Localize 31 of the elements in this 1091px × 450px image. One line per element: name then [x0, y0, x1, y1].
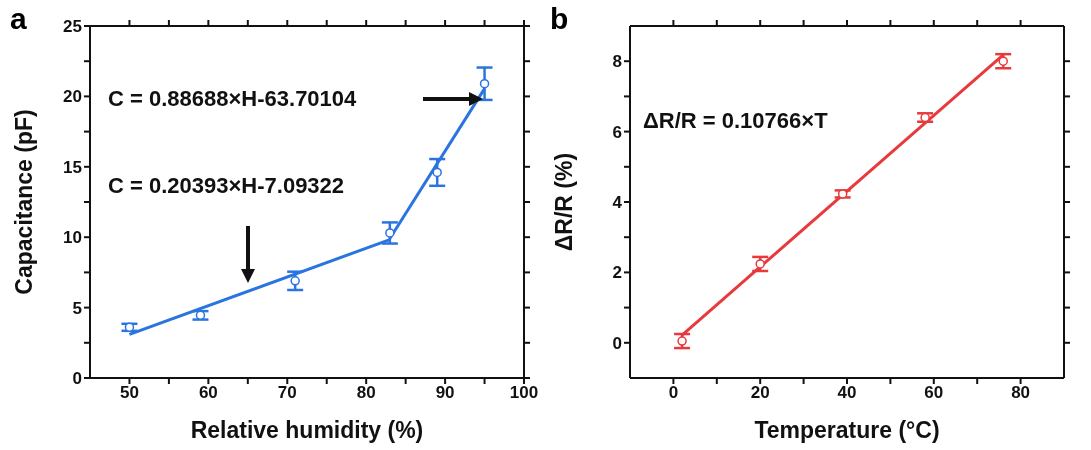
y-tick-label: 6 [612, 122, 622, 142]
y-axis-title: ΔR/R (%) [551, 152, 578, 252]
x-tick-label: 50 [119, 383, 139, 403]
chart-title: b [550, 2, 569, 36]
y-tick-label: 5 [72, 298, 82, 318]
x-tick-label: 60 [924, 383, 944, 403]
y-tick-label: 25 [63, 17, 82, 37]
y-tick-label: 0 [612, 333, 622, 353]
y-tick-label: 15 [63, 157, 82, 177]
x-tick-label: 60 [198, 383, 218, 403]
x-axis-title: Temperature (°C) [754, 417, 940, 443]
x-tick-label: 0 [668, 383, 679, 403]
x-tick-label: 100 [509, 383, 539, 403]
y-tick-label: 8 [612, 52, 622, 72]
annotation: ΔR/R = 0.10766×T [643, 108, 828, 134]
x-tick-label: 80 [1011, 383, 1031, 403]
x-axis-title: Relative humidity (%) [190, 417, 424, 443]
annotation: C = 0.88688×H-63.70104 [108, 86, 357, 112]
x-tick-label: 80 [356, 383, 376, 403]
chart-title: a [10, 2, 27, 36]
y-tick-label: 2 [612, 263, 622, 283]
x-tick-label: 40 [837, 383, 857, 403]
y-tick-label: 4 [612, 193, 623, 213]
x-tick-label: 70 [277, 383, 297, 403]
annotation: C = 0.20393×H-7.09322 [108, 173, 345, 199]
y-tick-label: 20 [63, 87, 82, 107]
x-tick-label: 20 [750, 383, 770, 403]
y-tick-label: 0 [72, 369, 82, 389]
y-axis-title: Capacitance (pF) [11, 109, 38, 295]
x-tick-label: 90 [435, 383, 455, 403]
y-tick-label: 10 [63, 228, 82, 248]
